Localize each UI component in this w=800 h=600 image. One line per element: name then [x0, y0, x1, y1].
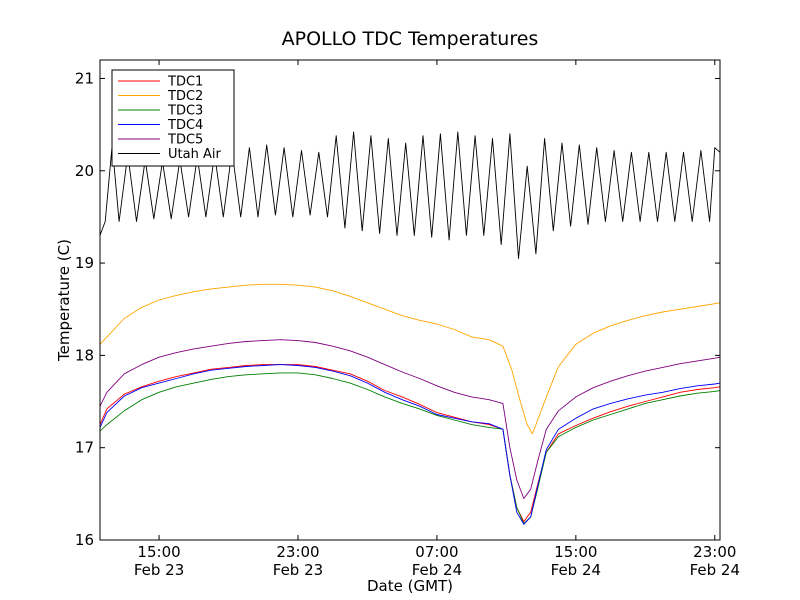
- series-layer: [100, 131, 720, 525]
- x-tick-time-label: 23:00: [693, 543, 736, 561]
- legend-label: TDC5: [167, 133, 203, 148]
- y-tick-label: 16: [75, 531, 94, 549]
- legend-box: [111, 69, 235, 167]
- x-tick-date-label: Feb 23: [273, 561, 323, 579]
- y-tick-label: 20: [75, 162, 94, 180]
- x-tick-time-label: 23:00: [276, 543, 319, 561]
- series-line-tdc3: [100, 372, 720, 524]
- x-tick-time-label: 07:00: [415, 543, 458, 561]
- legend-label: Utah Air: [168, 147, 221, 162]
- x-axis-label: Date (GMT): [367, 577, 453, 595]
- series-line-utah-air: [100, 131, 720, 259]
- y-axis-label: Temperature (C): [55, 239, 73, 362]
- legend-label: TDC1: [167, 75, 203, 90]
- x-tick-date-label: Feb 24: [690, 561, 740, 579]
- y-tick-label: 17: [75, 439, 94, 457]
- y-tick-label: 19: [75, 254, 94, 272]
- legend-label: TDC2: [167, 89, 203, 104]
- series-line-tdc1: [100, 364, 720, 522]
- series-line-tdc4: [100, 364, 720, 525]
- legend-label: TDC4: [167, 118, 203, 133]
- x-tick-time-label: 15:00: [137, 543, 180, 561]
- chart-title: APOLLO TDC Temperatures: [282, 28, 539, 50]
- x-tick-date-label: Feb 24: [551, 561, 601, 579]
- x-tick-date-label: Feb 24: [412, 561, 462, 579]
- y-tick-label: 21: [75, 69, 94, 87]
- legend-label: TDC3: [167, 104, 203, 119]
- plot-frame: [99, 59, 721, 541]
- series-line-tdc5: [100, 339, 720, 499]
- x-tick-time-label: 15:00: [554, 543, 597, 561]
- series-line-tdc2: [100, 283, 720, 435]
- x-tick-date-label: Feb 23: [134, 561, 184, 579]
- y-tick-label: 18: [75, 346, 94, 364]
